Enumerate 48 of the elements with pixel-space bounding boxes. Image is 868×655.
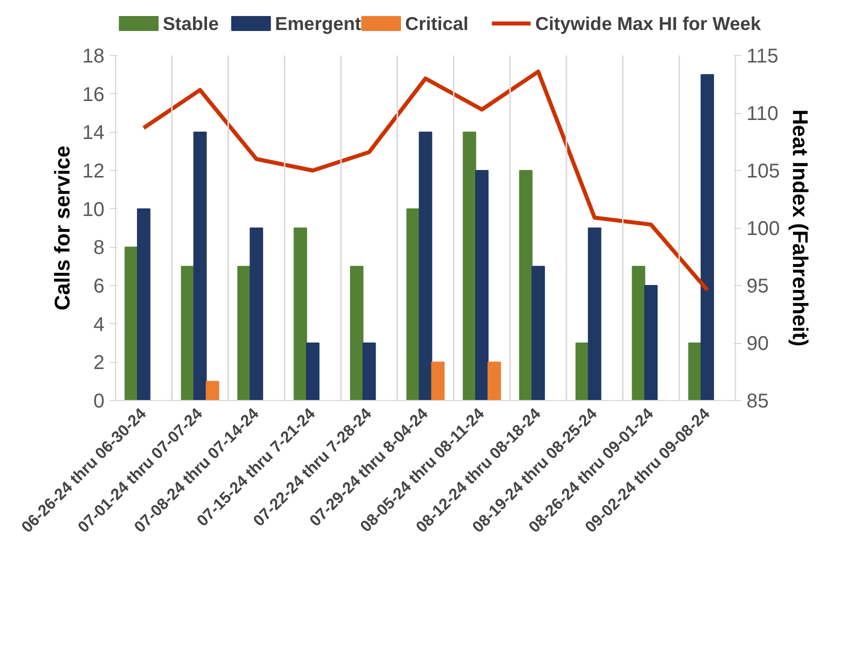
legend-label: Citywide Max HI for Week: [535, 13, 762, 34]
y2-tick-label: 90: [746, 333, 769, 355]
y2-tick-label: 95: [746, 276, 769, 298]
y2-axis-title: Heat Index (Fahrenheit): [788, 109, 812, 347]
bar: [475, 170, 489, 400]
bar: [644, 285, 658, 400]
y-tick-label: 12: [82, 160, 105, 182]
bar: [688, 342, 702, 400]
bar: [136, 208, 150, 400]
y-tick-label: 14: [82, 122, 105, 144]
y-tick-label: 6: [93, 276, 104, 298]
bar: [406, 208, 420, 400]
bar: [294, 228, 308, 400]
y-tick-label: 2: [93, 352, 104, 374]
bar: [588, 228, 602, 400]
bar: [180, 266, 194, 400]
bar: [250, 228, 264, 400]
bar: [462, 132, 476, 400]
line-series: [142, 70, 710, 292]
bar: [306, 342, 320, 400]
bar: [418, 132, 432, 400]
bar: [350, 266, 364, 400]
y2-tick-label: 105: [746, 160, 780, 182]
bar: [431, 362, 445, 400]
y-tick-label: 8: [93, 237, 104, 260]
y-axis-title: Calls for service: [50, 145, 74, 310]
bar: [532, 266, 545, 400]
legend-label: Emergent: [275, 13, 362, 34]
bar: [124, 246, 138, 400]
bar: [700, 74, 714, 400]
bar: [632, 266, 646, 400]
bar: [519, 170, 533, 400]
y-tick-label: 10: [82, 198, 105, 221]
legend-label: Stable: [162, 13, 219, 34]
y2-tick-label: 100: [746, 218, 780, 240]
y-tick-label: 16: [82, 84, 105, 106]
y-tick-label: 18: [82, 46, 105, 68]
bar: [488, 362, 501, 400]
bar: [206, 380, 220, 400]
bar: [362, 342, 376, 400]
legend-label: Critical: [405, 13, 468, 34]
y-tick-label: 0: [93, 390, 104, 412]
y-tick-label: 4: [93, 314, 104, 336]
bar: [575, 342, 589, 400]
y2-tick-label: 110: [746, 103, 778, 125]
y2-tick-label: 85: [746, 390, 769, 412]
y2-tick-label: 115: [746, 46, 778, 68]
bar: [193, 132, 207, 400]
